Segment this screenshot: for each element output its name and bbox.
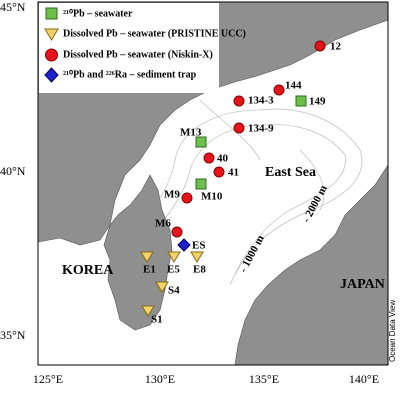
place-label: KOREA [62, 263, 114, 278]
legend-box [39, 3, 219, 93]
land [103, 174, 173, 331]
station-marker [167, 251, 181, 263]
station-marker [195, 136, 207, 148]
station-marker [181, 192, 193, 204]
station-label: 134-9 [248, 123, 274, 135]
station-label: M6 [155, 218, 171, 230]
station-label: 149 [309, 96, 326, 108]
station-marker [295, 95, 307, 107]
station-label: ES [192, 240, 205, 252]
station-label: 12 [330, 41, 342, 53]
lat-label: 35°N [0, 328, 26, 342]
contour [139, 124, 346, 286]
station-label: M9 [164, 189, 180, 201]
contour [199, 99, 325, 211]
station-label: M13 [180, 127, 202, 139]
legend-marker [45, 48, 58, 62]
lon-label: 125°E [33, 372, 63, 386]
station-marker [195, 178, 207, 190]
station-marker [213, 166, 225, 178]
place-label: JAPAN [340, 277, 385, 292]
legend-label: Dissolved Pb – seawater (PRISTINE UCC) [63, 28, 246, 39]
legend-label: Dissolved Pb – seawater (Niskin-X) [63, 49, 213, 60]
legend-marker [44, 67, 59, 83]
lat-label: 40°N [0, 164, 26, 178]
place-label: East Sea [265, 165, 316, 180]
lon-label: 135°E [249, 372, 279, 386]
station-marker [233, 122, 245, 134]
lon-label: 140°E [349, 372, 379, 386]
station-marker [141, 305, 155, 317]
station-marker [203, 152, 215, 164]
station-label: E1 [143, 264, 156, 276]
station-label: 134-3 [248, 95, 274, 107]
station-label: S4 [168, 285, 180, 297]
credit: Ocean Data View [388, 300, 397, 362]
station-marker [171, 226, 183, 238]
station-marker [233, 95, 245, 107]
station-label: 144 [285, 80, 302, 92]
station-label: 41 [228, 167, 239, 179]
frame [37, 1, 389, 366]
station-label: E5 [167, 264, 180, 276]
legend-label: ²¹⁰Pb and ²²⁶Ra – sediment trap [63, 69, 197, 80]
station-marker [177, 238, 191, 252]
station-marker [190, 251, 204, 263]
station-marker [314, 40, 326, 52]
lon-label: 130°E [145, 372, 175, 386]
station-label: M10 [201, 191, 223, 203]
station-marker [140, 251, 154, 263]
land [234, 163, 389, 366]
lat-label: 45°N [0, 0, 26, 14]
contour [119, 108, 363, 276]
station-label: S1 [151, 314, 163, 326]
station-label: E8 [193, 264, 206, 276]
legend-label: ²¹⁰Pb – seawater [63, 8, 133, 19]
station-marker [273, 84, 285, 96]
legend-marker [44, 28, 59, 41]
legend-marker [45, 7, 58, 20]
station-marker [155, 281, 169, 293]
station-label: 40 [217, 153, 229, 165]
